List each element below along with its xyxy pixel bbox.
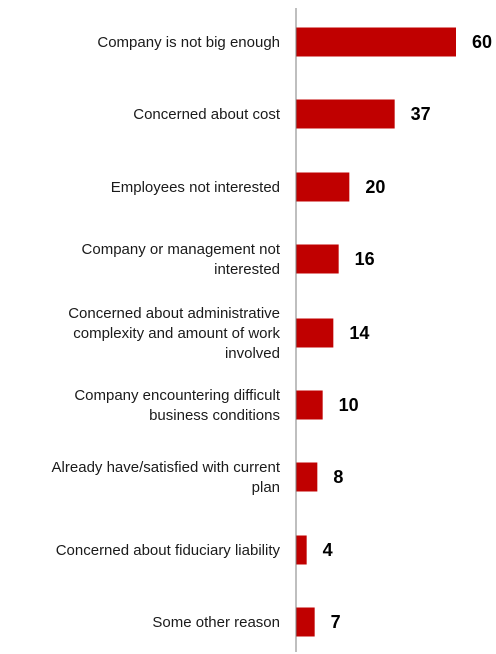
category-labels-group: Company is not big enough Concerned about… <box>52 34 281 631</box>
value-label-2: 20 <box>365 177 385 197</box>
value-label-3: 16 <box>355 249 375 269</box>
category-label-2-line-0: Employees not interested <box>111 179 280 196</box>
category-label-0-line-0: Company is not big enough <box>97 34 280 51</box>
category-label-4-line-0: Concerned about administrative <box>68 305 280 322</box>
category-label-6-line-1: plan <box>252 479 280 496</box>
bars-group <box>296 27 456 637</box>
value-label-7: 4 <box>323 540 333 560</box>
value-label-4: 14 <box>349 323 369 343</box>
bar-5 <box>296 390 323 420</box>
value-label-8: 7 <box>331 612 341 632</box>
bar-8 <box>296 607 315 637</box>
category-label-3-line-0: Company or management not <box>82 241 281 258</box>
value-label-0: 60 <box>472 32 492 52</box>
category-label-8-line-0: Some other reason <box>152 614 280 631</box>
value-label-1: 37 <box>411 104 431 124</box>
value-labels-group: 60 37 20 16 14 10 8 4 7 <box>323 32 492 632</box>
bar-3 <box>296 244 339 274</box>
category-label-4-line-1: complexity and amount of work <box>73 325 280 342</box>
category-label-3-line-1: interested <box>214 261 280 278</box>
value-label-6: 8 <box>333 467 343 487</box>
bar-0 <box>296 27 456 57</box>
category-label-5-line-0: Company encountering difficult <box>74 387 281 404</box>
bar-7 <box>296 535 307 565</box>
category-label-6-line-0: Already have/satisfied with current <box>52 459 281 476</box>
bar-2 <box>296 172 350 202</box>
category-label-1-line-0: Concerned about cost <box>133 106 281 123</box>
bar-6 <box>296 462 318 492</box>
bar-1 <box>296 99 395 129</box>
value-label-5: 10 <box>339 395 359 415</box>
category-label-4-line-2: involved <box>225 345 280 362</box>
category-label-7-line-0: Concerned about fiduciary liability <box>56 542 281 559</box>
bar-4 <box>296 318 334 348</box>
category-label-5-line-1: business conditions <box>149 407 280 424</box>
